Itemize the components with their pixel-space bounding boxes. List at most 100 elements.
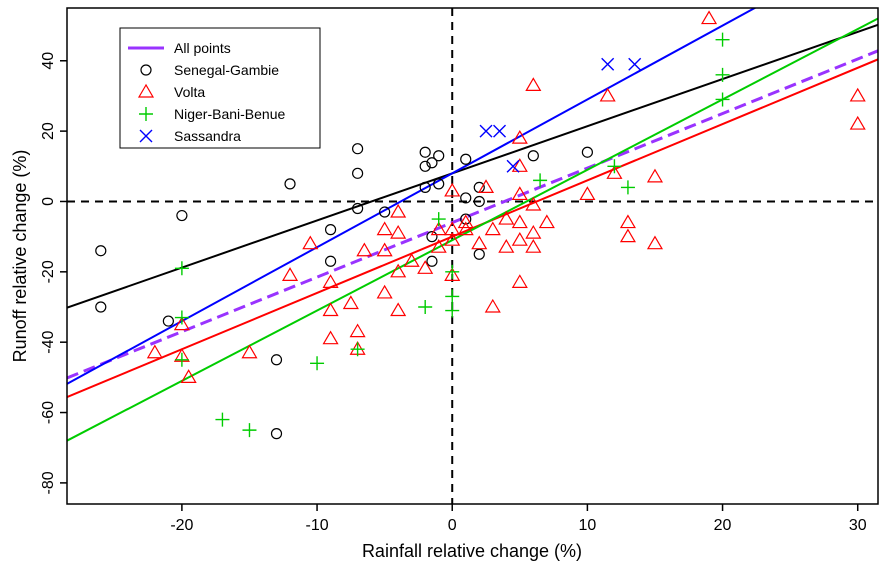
volta-point bbox=[700, 10, 718, 25]
niger-bani-benue-point bbox=[445, 303, 460, 318]
volta-point bbox=[538, 214, 555, 229]
volta-point bbox=[444, 231, 461, 246]
volta-point bbox=[430, 239, 447, 253]
volta-point bbox=[511, 129, 528, 144]
legend-plus-icon bbox=[139, 107, 153, 121]
volta-point bbox=[457, 214, 474, 229]
legend-label: Niger-Bani-Benue bbox=[174, 106, 285, 122]
volta-point bbox=[146, 344, 163, 359]
senegal-gambie-point bbox=[433, 150, 445, 162]
volta-point bbox=[511, 231, 528, 246]
niger-bani-benue-point bbox=[607, 159, 622, 174]
volta-point bbox=[525, 224, 542, 239]
senegal-gambie-point bbox=[284, 178, 296, 190]
senegal-gambie-point bbox=[352, 202, 364, 215]
senegal-gambie-point bbox=[473, 195, 485, 208]
senegal-gambie-point bbox=[419, 181, 431, 194]
volta-point bbox=[390, 302, 407, 317]
volta-point bbox=[349, 323, 366, 338]
volta-point bbox=[376, 242, 393, 257]
niger-bani-benue-point bbox=[445, 264, 460, 279]
niger-bani-benue-point bbox=[533, 173, 548, 188]
volta-point bbox=[444, 182, 461, 197]
x-tick-label: 0 bbox=[448, 517, 457, 534]
volta-point bbox=[646, 168, 664, 183]
legend-triangle-icon bbox=[137, 83, 155, 98]
volta-point bbox=[579, 186, 596, 201]
volta-point bbox=[444, 221, 461, 236]
volta-point bbox=[322, 330, 339, 345]
volta-point bbox=[322, 302, 339, 317]
plot-frame bbox=[66, 7, 879, 505]
volta-point bbox=[302, 235, 319, 250]
x-axis: -20 -10 0 10 20 30 bbox=[170, 504, 867, 534]
volta-point bbox=[498, 210, 515, 225]
volta-point bbox=[619, 228, 636, 243]
senegal-gambie-point bbox=[95, 245, 107, 257]
volta-point bbox=[390, 203, 407, 218]
senegal-gambie-point bbox=[324, 224, 337, 236]
senegal-gambie-point bbox=[581, 146, 593, 158]
volta-point bbox=[849, 115, 866, 130]
x-tick-label: 20 bbox=[714, 517, 732, 534]
y-tick-label: 40 bbox=[40, 52, 57, 70]
volta-point bbox=[646, 235, 664, 250]
x-tick-label: 10 bbox=[578, 517, 596, 534]
data-points bbox=[95, 10, 866, 440]
senegal-gambie-point bbox=[527, 150, 539, 162]
volta-point bbox=[619, 214, 636, 229]
niger-bani-benue-point bbox=[174, 261, 189, 276]
volta-point bbox=[606, 165, 623, 179]
volta-point bbox=[511, 214, 528, 229]
x-tick-label: 30 bbox=[849, 517, 867, 534]
volta-point bbox=[241, 344, 258, 359]
niger-bani-benue-point bbox=[215, 412, 230, 427]
niger-bani-benue-point bbox=[715, 67, 730, 82]
senegal-gambie-point bbox=[460, 213, 472, 225]
senegal-gambie-point bbox=[162, 315, 174, 327]
volta-point bbox=[281, 267, 299, 281]
volta-point bbox=[390, 224, 407, 239]
volta-point bbox=[498, 239, 515, 253]
senegal-gambie-point bbox=[352, 143, 364, 155]
volta-point bbox=[376, 284, 393, 299]
legend-label: Senegal-Gambie bbox=[174, 62, 279, 78]
niger-bani-benue-point bbox=[418, 300, 433, 315]
senegal-gambie-point bbox=[270, 428, 283, 440]
fit-lines bbox=[67, 8, 878, 442]
senegal-gambie-point bbox=[95, 301, 107, 313]
volta-point bbox=[484, 298, 501, 313]
volta-point bbox=[376, 221, 393, 236]
volta-point bbox=[356, 242, 373, 257]
volta-point bbox=[180, 369, 197, 383]
volta-point bbox=[525, 239, 542, 253]
senegal-gambie-point bbox=[426, 157, 438, 169]
volta-point bbox=[511, 158, 528, 172]
volta-point bbox=[484, 221, 501, 236]
senegal-gambie-point bbox=[176, 209, 188, 222]
volta-point bbox=[403, 253, 420, 267]
legend-label: All points bbox=[174, 40, 231, 56]
legend: All points Senegal-Gambie Volta Niger-Bani-… bbox=[119, 27, 321, 149]
niger-bani-benue-point bbox=[620, 180, 635, 195]
sassandra-point bbox=[493, 124, 507, 138]
y-tick-label: 0 bbox=[40, 197, 57, 206]
volta-point bbox=[444, 267, 461, 281]
fit-line bbox=[67, 23, 878, 309]
legend-circle-icon bbox=[140, 64, 152, 76]
volta-point bbox=[477, 179, 495, 194]
niger-bani-benue-point bbox=[310, 356, 325, 371]
volta-point bbox=[525, 196, 542, 211]
niger-bani-benue-point bbox=[715, 32, 730, 47]
sassandra-point bbox=[479, 124, 493, 138]
volta-point bbox=[322, 274, 339, 288]
volta-point bbox=[599, 87, 616, 102]
fit-line bbox=[67, 58, 878, 398]
volta-point bbox=[849, 87, 866, 102]
y-tick-label: -20 bbox=[40, 260, 57, 283]
niger-bani-benue-point bbox=[174, 352, 189, 367]
legend-cross-icon bbox=[139, 129, 153, 143]
senegal-gambie-point bbox=[426, 231, 438, 243]
senegal-gambie-point bbox=[433, 178, 445, 190]
